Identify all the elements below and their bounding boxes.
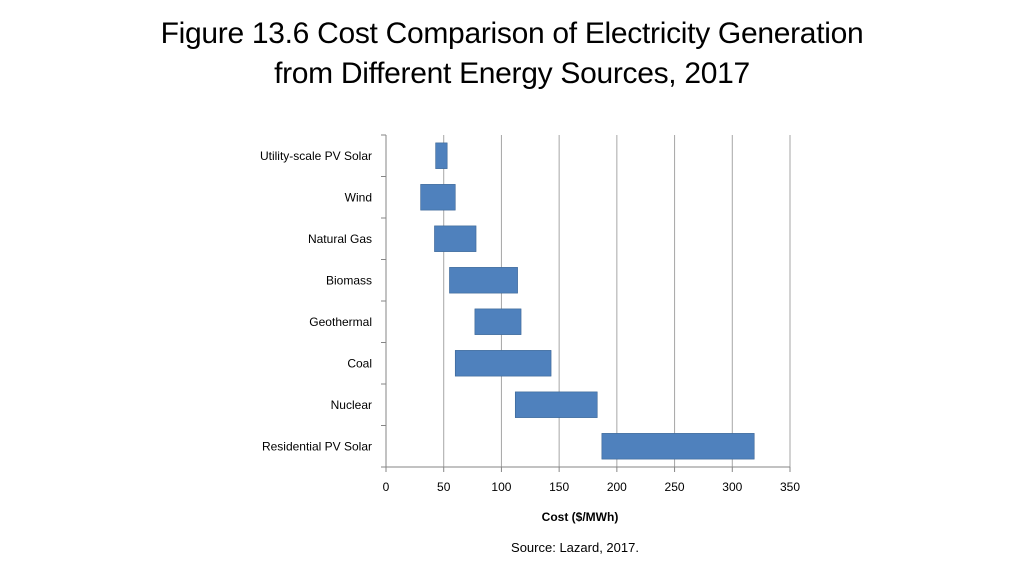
slide-title-line-1: Figure 13.6 Cost Comparison of Electrici… — [160, 17, 864, 50]
x-tick-label: 350 — [780, 480, 800, 494]
x-tick-label: 150 — [549, 480, 569, 494]
range-bar — [435, 142, 448, 169]
range-bar — [434, 225, 477, 252]
x-tick-label: 0 — [383, 480, 390, 494]
category-label: Natural Gas — [308, 232, 372, 246]
x-tick-label: 200 — [607, 480, 627, 494]
source-note: Source: Lazard, 2017. — [511, 540, 639, 555]
labels: 0 50 100 150 200 250 300 350 Utility-scale PV So… — [260, 149, 800, 524]
range-bar — [454, 350, 552, 377]
category-label: Biomass — [326, 273, 372, 287]
category-label: Wind — [345, 190, 372, 204]
axes — [381, 134, 791, 472]
bars — [420, 142, 755, 460]
range-bar — [420, 184, 456, 211]
x-axis-title: Cost ($/MWh) — [542, 510, 619, 524]
category-label: Utility-scale PV Solar — [260, 149, 372, 163]
range-bar — [449, 267, 518, 294]
category-label: Nuclear — [331, 398, 372, 412]
range-bar — [601, 433, 755, 460]
slide-title: Figure 13.6 Cost Comparison of Electrici… — [112, 14, 912, 94]
x-tick-label: 50 — [437, 480, 451, 494]
slide-title-line-2: from Different Energy Sources, 2017 — [274, 57, 750, 90]
x-tick-label: 300 — [722, 480, 742, 494]
range-bar — [474, 308, 522, 335]
category-label: Coal — [347, 356, 372, 370]
x-tick-label: 100 — [491, 480, 511, 494]
category-label: Residential PV Solar — [262, 439, 372, 453]
range-bar — [514, 391, 598, 418]
category-label: Geothermal — [309, 315, 372, 329]
gridlines — [443, 135, 791, 467]
x-tick-label: 250 — [665, 480, 685, 494]
